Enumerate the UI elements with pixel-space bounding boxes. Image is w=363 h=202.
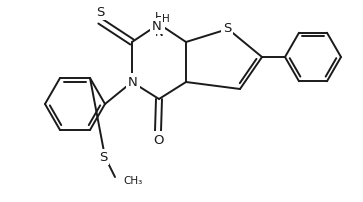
Text: H
N: H N	[155, 11, 163, 39]
Text: N: N	[128, 75, 138, 88]
Text: S: S	[96, 6, 104, 19]
Text: CH₃: CH₃	[123, 175, 142, 185]
Text: O: O	[153, 133, 163, 146]
Text: S: S	[223, 22, 231, 35]
Text: H: H	[162, 14, 170, 24]
Text: S: S	[99, 151, 107, 164]
Text: N: N	[152, 20, 162, 33]
